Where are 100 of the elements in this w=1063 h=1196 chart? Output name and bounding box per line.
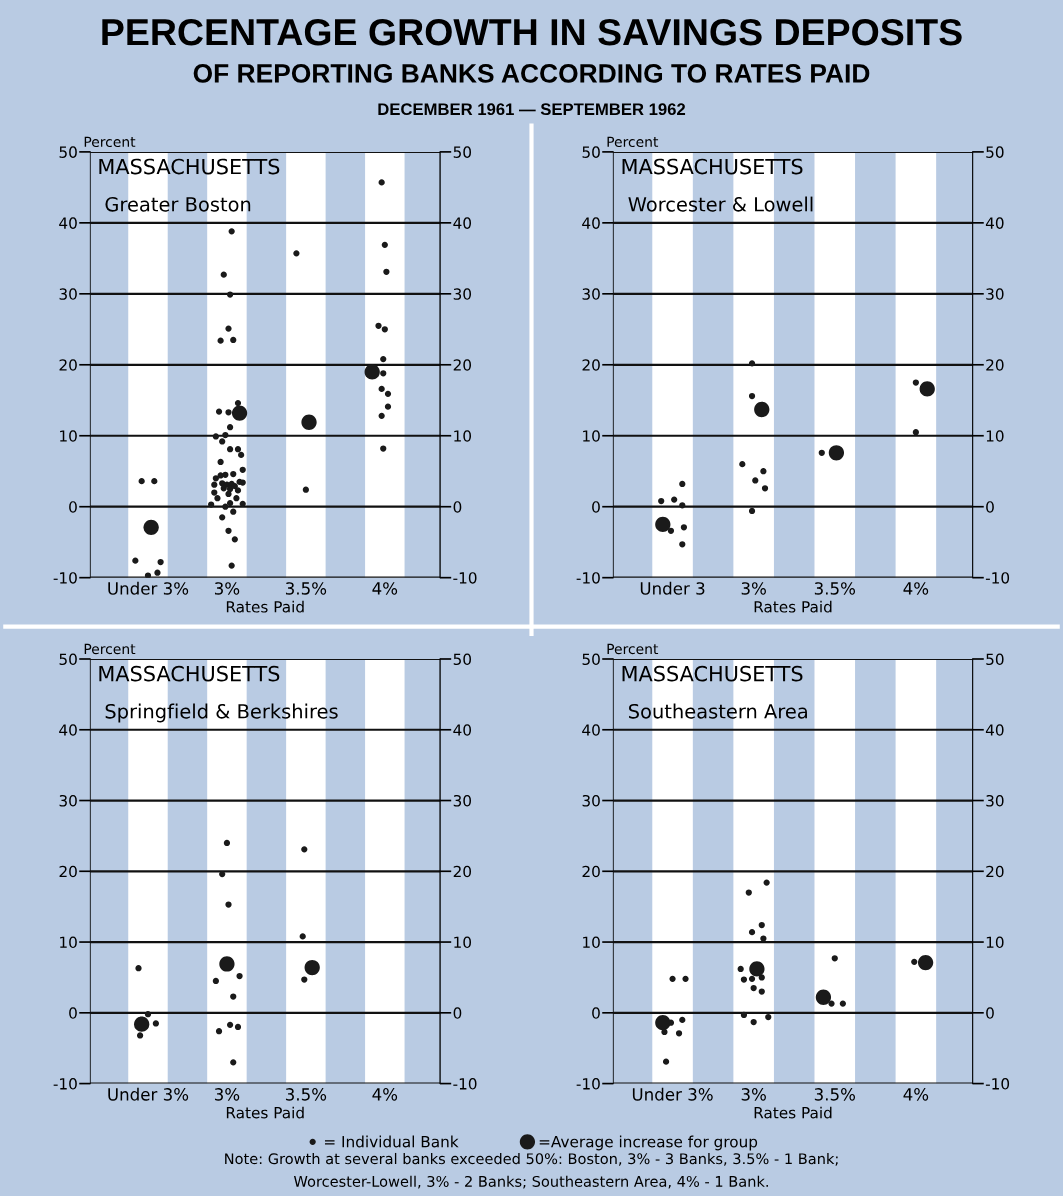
point xyxy=(136,1032,144,1039)
point xyxy=(911,958,918,965)
y-tick-label: 50 xyxy=(582,653,600,666)
y2-tick-label: 0 xyxy=(453,1007,462,1019)
point xyxy=(748,392,756,400)
y-tick-label: 30 xyxy=(59,288,77,300)
point xyxy=(919,381,935,397)
y2-tick-label: 50 xyxy=(986,146,1004,158)
y2-tick-label: 20 xyxy=(986,359,1004,371)
x-tick-label: 3% xyxy=(741,582,766,595)
x-axis-title: Rates Paid xyxy=(226,1106,304,1119)
point xyxy=(301,976,308,983)
point xyxy=(236,972,243,980)
y2-tick-label: 50 xyxy=(453,146,472,158)
y-tick-label: 0 xyxy=(69,501,77,513)
chart-title: MASSACHUSETTS xyxy=(99,665,280,682)
point xyxy=(750,984,757,992)
x-tick-label: 4% xyxy=(903,582,929,595)
point xyxy=(680,524,688,531)
point xyxy=(912,429,919,436)
y2-tick-label: -10 xyxy=(985,572,1010,584)
point xyxy=(364,364,380,380)
x-tick-label: Under 3 xyxy=(640,581,705,595)
y2-tick-label: -10 xyxy=(985,1078,1010,1090)
point xyxy=(818,449,825,456)
y-tick-label: 40 xyxy=(59,724,77,736)
point xyxy=(304,959,320,976)
point xyxy=(301,846,308,853)
point xyxy=(144,1011,152,1018)
point xyxy=(917,954,934,971)
point xyxy=(301,414,317,430)
text: Worcester & Lowell xyxy=(628,196,813,212)
point xyxy=(134,1016,150,1032)
y-tick-label: 0 xyxy=(69,1007,77,1019)
y-tick-label: 20 xyxy=(582,865,600,878)
point xyxy=(669,975,676,982)
point xyxy=(831,955,838,962)
x-axis-title: Rates Paid xyxy=(754,600,832,613)
point xyxy=(225,901,232,908)
y2-tick-label: 20 xyxy=(453,359,472,371)
y2-tick-label: 40 xyxy=(985,217,1004,229)
point xyxy=(231,405,248,421)
y-tick-label: 50 xyxy=(582,146,600,158)
point xyxy=(667,527,675,534)
y-tick-label: 20 xyxy=(59,359,77,371)
point xyxy=(655,516,671,533)
text: Southeastern Area xyxy=(629,703,807,719)
point xyxy=(223,839,231,847)
point xyxy=(912,379,919,386)
text: Note: Growth at several banks exceeded 50%: Boston, 3% - 3 Banks, 3.5% - 1 Bank; xyxy=(225,1152,838,1166)
point xyxy=(740,1011,748,1019)
point xyxy=(758,988,765,995)
y-tick-label: 30 xyxy=(582,794,600,807)
y2-tick-label: 30 xyxy=(986,288,1004,300)
point xyxy=(152,1020,159,1027)
y-tick-label: 40 xyxy=(59,217,77,229)
y-axis-title: Percent xyxy=(84,643,136,655)
point xyxy=(815,989,832,1005)
y-tick-label: 50 xyxy=(59,146,77,158)
point xyxy=(739,461,746,468)
point xyxy=(754,401,770,418)
x-tick-label: Under 3% xyxy=(108,581,189,595)
point xyxy=(761,485,769,492)
point xyxy=(748,929,756,936)
point xyxy=(749,961,765,977)
point xyxy=(758,921,765,929)
point xyxy=(763,879,770,886)
point xyxy=(745,889,752,896)
x-tick-label: Under 3% xyxy=(108,1087,189,1101)
point xyxy=(299,933,306,940)
y-tick-label: 20 xyxy=(582,359,600,371)
point xyxy=(662,1058,670,1065)
y2-tick-label: 30 xyxy=(453,794,472,807)
y-tick-label: 10 xyxy=(60,430,77,442)
y-axis-title: Percent xyxy=(84,136,136,148)
y-axis-title: Percent xyxy=(607,136,659,148)
text: Worcester-Lowell, 3% - 2 Banks; Southeastern Area, 4% - 1 Bank. xyxy=(293,1175,768,1189)
y2-tick-label: 10 xyxy=(454,936,472,949)
text: Greater Boston xyxy=(105,196,251,212)
x-tick-label: 3.5% xyxy=(285,582,327,595)
y-tick-label: -10 xyxy=(576,1078,600,1090)
y-tick-label: 10 xyxy=(583,430,600,442)
point xyxy=(143,519,159,535)
chart-title: MASSACHUSETTS xyxy=(622,665,803,682)
text: Springfield & Berkshires xyxy=(105,703,338,723)
point xyxy=(737,965,744,973)
point xyxy=(219,870,226,878)
point xyxy=(212,977,219,985)
y2-tick-label: 0 xyxy=(986,501,994,513)
x-axis-title: Rates Paid xyxy=(226,600,304,613)
legend-label: = Individual Bank xyxy=(324,1135,459,1148)
y-tick-label: 30 xyxy=(59,794,77,807)
point xyxy=(765,1013,772,1021)
point xyxy=(679,541,686,548)
y-tick-label: 40 xyxy=(582,724,600,736)
point xyxy=(839,1000,846,1007)
point xyxy=(675,1030,683,1037)
point xyxy=(230,1059,237,1066)
y-tick-label: 40 xyxy=(582,217,600,229)
point xyxy=(679,480,686,488)
